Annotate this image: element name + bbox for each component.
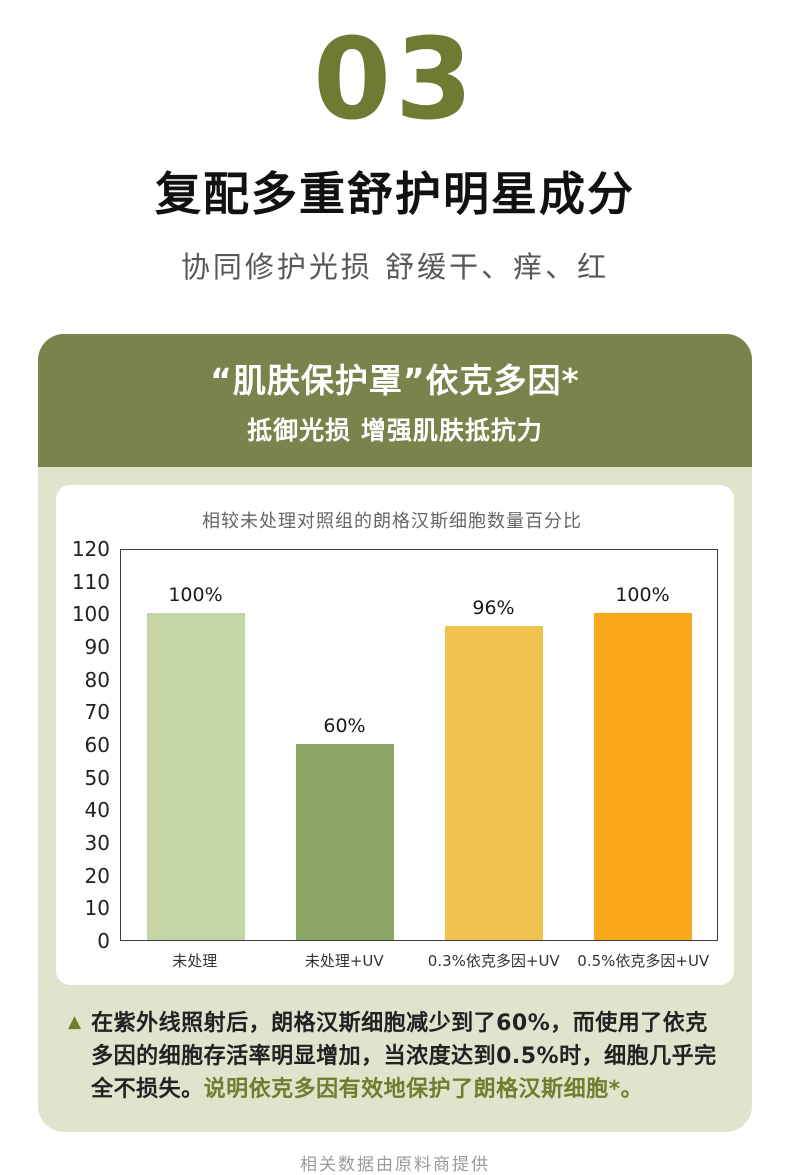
x-axis-label: 未处理 xyxy=(172,952,218,970)
bar: 100% xyxy=(593,584,692,940)
x-axis-label: 0.3%依克多因+UV xyxy=(427,952,560,970)
plot-area: 100% 60% 96% 100% xyxy=(120,549,718,941)
y-tick-label: 70 xyxy=(84,700,110,725)
section-number: 03 xyxy=(313,15,477,145)
y-tick-label: 110 xyxy=(71,569,110,594)
bar-slot: 100% xyxy=(568,550,717,940)
chart-area: 0 10 20 30 40 50 60 70 80 90 100 110 120 100% 60% 96% 1… xyxy=(66,537,718,953)
y-tick-label: 10 xyxy=(84,896,110,921)
footer-note: 相关数据由原料商提供 xyxy=(300,1155,490,1175)
y-tick-label: 60 xyxy=(84,733,110,757)
annotation: ▲ 在紫外线照射后，朗格汉斯细胞减少到了60%，而使用了依克多因的细胞存活率明显… xyxy=(56,985,734,1132)
card-header: “肌肤保护罩”依克多因* 抵御光损 增强肌肤抵抗力 xyxy=(38,334,752,467)
x-axis-label: 未处理+UV xyxy=(304,952,384,970)
bar: 96% xyxy=(444,597,543,940)
ingredient-card: “肌肤保护罩”依克多因* 抵御光损 增强肌肤抵抗力 相较未处理对照组的朗格汉斯细… xyxy=(38,334,752,1132)
page-subtitle: 协同修护光损 舒缓干、痒、红 xyxy=(180,250,610,284)
bar: 60% xyxy=(295,715,394,940)
y-axis: 0 10 20 30 40 50 60 70 80 90 100 110 120 xyxy=(66,537,120,953)
triangle-bullet-icon: ▲ xyxy=(68,1012,82,1032)
card-header-subtitle: 抵御光损 增强肌肤抵抗力 xyxy=(247,416,543,445)
y-tick-label: 40 xyxy=(84,798,110,823)
x-labels: 未处理 未处理+UV 0.3%依克多因+UV 0.5%依克多因+UV xyxy=(120,950,718,971)
bar: 100% xyxy=(146,584,245,940)
y-tick-label: 90 xyxy=(84,635,110,659)
y-tick-label: 100 xyxy=(71,602,110,627)
bar-value-label: 100% xyxy=(168,584,223,607)
annotation-body: 在紫外线照射后，朗格汉斯细胞减少到了60%，而使用了依克多因的细胞存活率明显增加… xyxy=(91,1011,717,1102)
chart-panel: 相较未处理对照组的朗格汉斯细胞数量百分比 0 10 20 30 40 50 60 70 80 90… xyxy=(56,485,734,985)
bar-value-label: 100% xyxy=(615,584,670,607)
y-tick-label: 0 xyxy=(97,929,110,953)
card-header-title: “肌肤保护罩”依克多因* xyxy=(210,361,580,400)
annotation-text: 在紫外线照射后，朗格汉斯细胞减少到了60%，而使用了依克多因的细胞存活率明显增加… xyxy=(91,1007,722,1106)
card-body: 相较未处理对照组的朗格汉斯细胞数量百分比 0 10 20 30 40 50 60 70 80 90… xyxy=(38,467,752,1132)
y-tick-label: 80 xyxy=(84,667,110,692)
chart-title: 相较未处理对照组的朗格汉斯细胞数量百分比 xyxy=(202,511,582,532)
y-tick-label: 20 xyxy=(84,863,110,888)
bar-slot: 96% xyxy=(419,550,568,940)
y-tick-label: 50 xyxy=(84,765,110,790)
y-tick-label: 30 xyxy=(84,831,110,855)
bar-value-label: 60% xyxy=(323,715,366,737)
bars: 100% 60% 96% 100% xyxy=(121,550,717,940)
x-axis-label: 0.5%依克多因+UV xyxy=(577,952,710,970)
bar-value-label: 96% xyxy=(472,597,515,620)
page-title: 复配多重舒护明星成分 xyxy=(155,167,635,221)
bar-slot: 60% xyxy=(270,550,419,940)
y-tick-label: 120 xyxy=(71,537,110,561)
bar-slot: 100% xyxy=(121,550,270,940)
annotation-highlight: 说明依克多因有效地保护了朗格汉斯细胞*。 xyxy=(203,1077,644,1102)
